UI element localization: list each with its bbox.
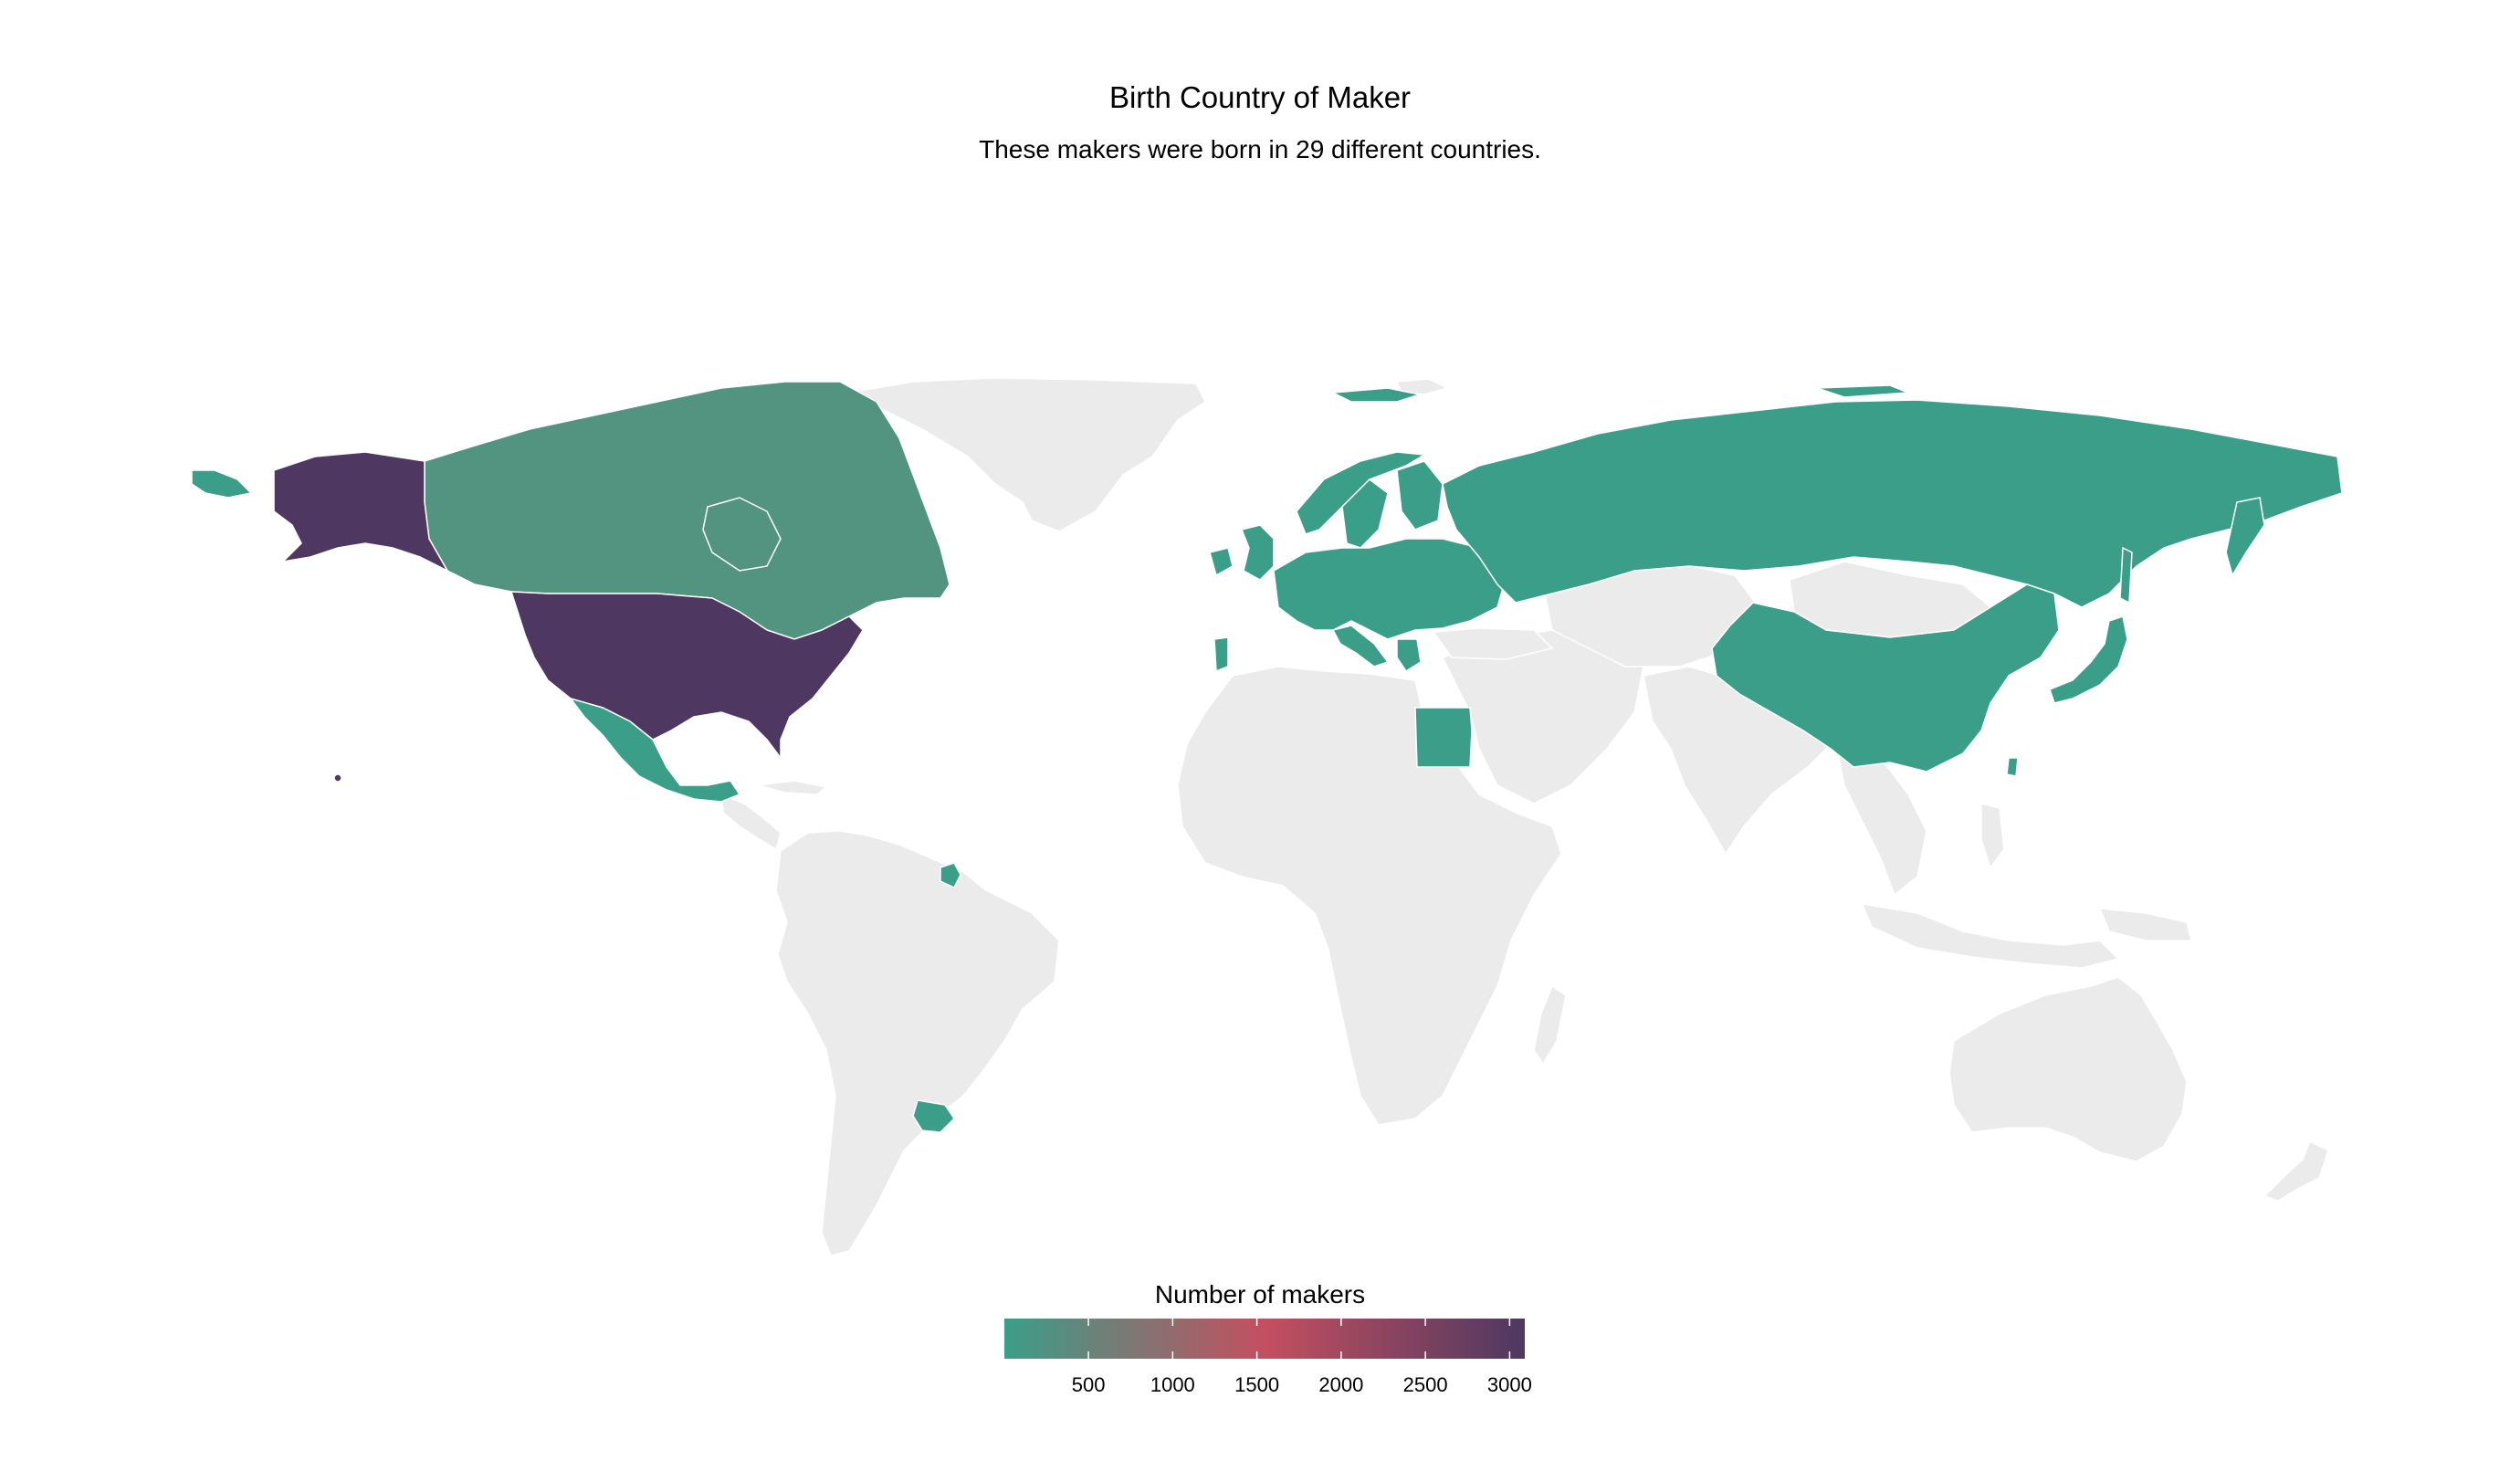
region-alaska-west	[191, 469, 253, 499]
data-countries	[191, 381, 2343, 1133]
region-cuba	[757, 780, 828, 795]
region-sakhalin	[2119, 546, 2133, 604]
region-greenland	[846, 377, 1206, 532]
legend-tick-label: 3000	[1486, 1373, 1532, 1396]
region-greece	[1396, 638, 1422, 673]
region-sweden	[1341, 478, 1389, 549]
legend-tick-label: 1500	[1234, 1373, 1280, 1396]
region-ireland	[1209, 547, 1234, 577]
region-japan	[2049, 615, 2128, 704]
region-alaska	[273, 451, 449, 573]
region-french-guiana	[940, 862, 961, 888]
legend-title: Number of makers	[1154, 1280, 1366, 1309]
legend-tick-label: 1000	[1150, 1373, 1195, 1396]
region-madagascar	[1533, 984, 1567, 1066]
region-philippines	[1980, 803, 2005, 869]
map-subtitle: These makers were born in 29 different c…	[979, 135, 1541, 163]
region-europe	[1273, 538, 1507, 640]
region-portugal	[1213, 636, 1229, 673]
region-southeast-asia	[1833, 738, 1927, 897]
region-australia	[1948, 976, 2188, 1162]
region-taiwan	[2006, 757, 2019, 777]
legend-tick-label: 500	[1071, 1373, 1106, 1396]
region-kamchatka	[2225, 497, 2265, 577]
region-norway	[1296, 451, 1427, 535]
region-canada	[424, 381, 950, 640]
legend-color-bar	[1004, 1319, 1525, 1359]
region-finland	[1396, 460, 1444, 531]
legend-tick-label: 2500	[1402, 1373, 1448, 1396]
map-title: Birth Country of Maker	[1108, 80, 1412, 114]
region-south-america	[775, 830, 1060, 1256]
region-uruguay	[912, 1099, 955, 1133]
region-egypt	[1414, 707, 1473, 768]
region-china	[1711, 583, 2060, 773]
region-hawaii	[333, 773, 342, 783]
region-indonesia	[1861, 903, 2120, 969]
region-turkey	[1432, 627, 1554, 660]
region-central-america	[720, 793, 782, 851]
region-uk	[1240, 524, 1275, 581]
region-new-zealand	[2263, 1140, 2329, 1202]
region-arctic-islands	[1330, 384, 1909, 403]
region-papua	[2098, 908, 2192, 941]
region-italy	[1331, 625, 1390, 667]
legend-tick-label: 2000	[1318, 1373, 1364, 1396]
region-mexico	[569, 697, 741, 803]
